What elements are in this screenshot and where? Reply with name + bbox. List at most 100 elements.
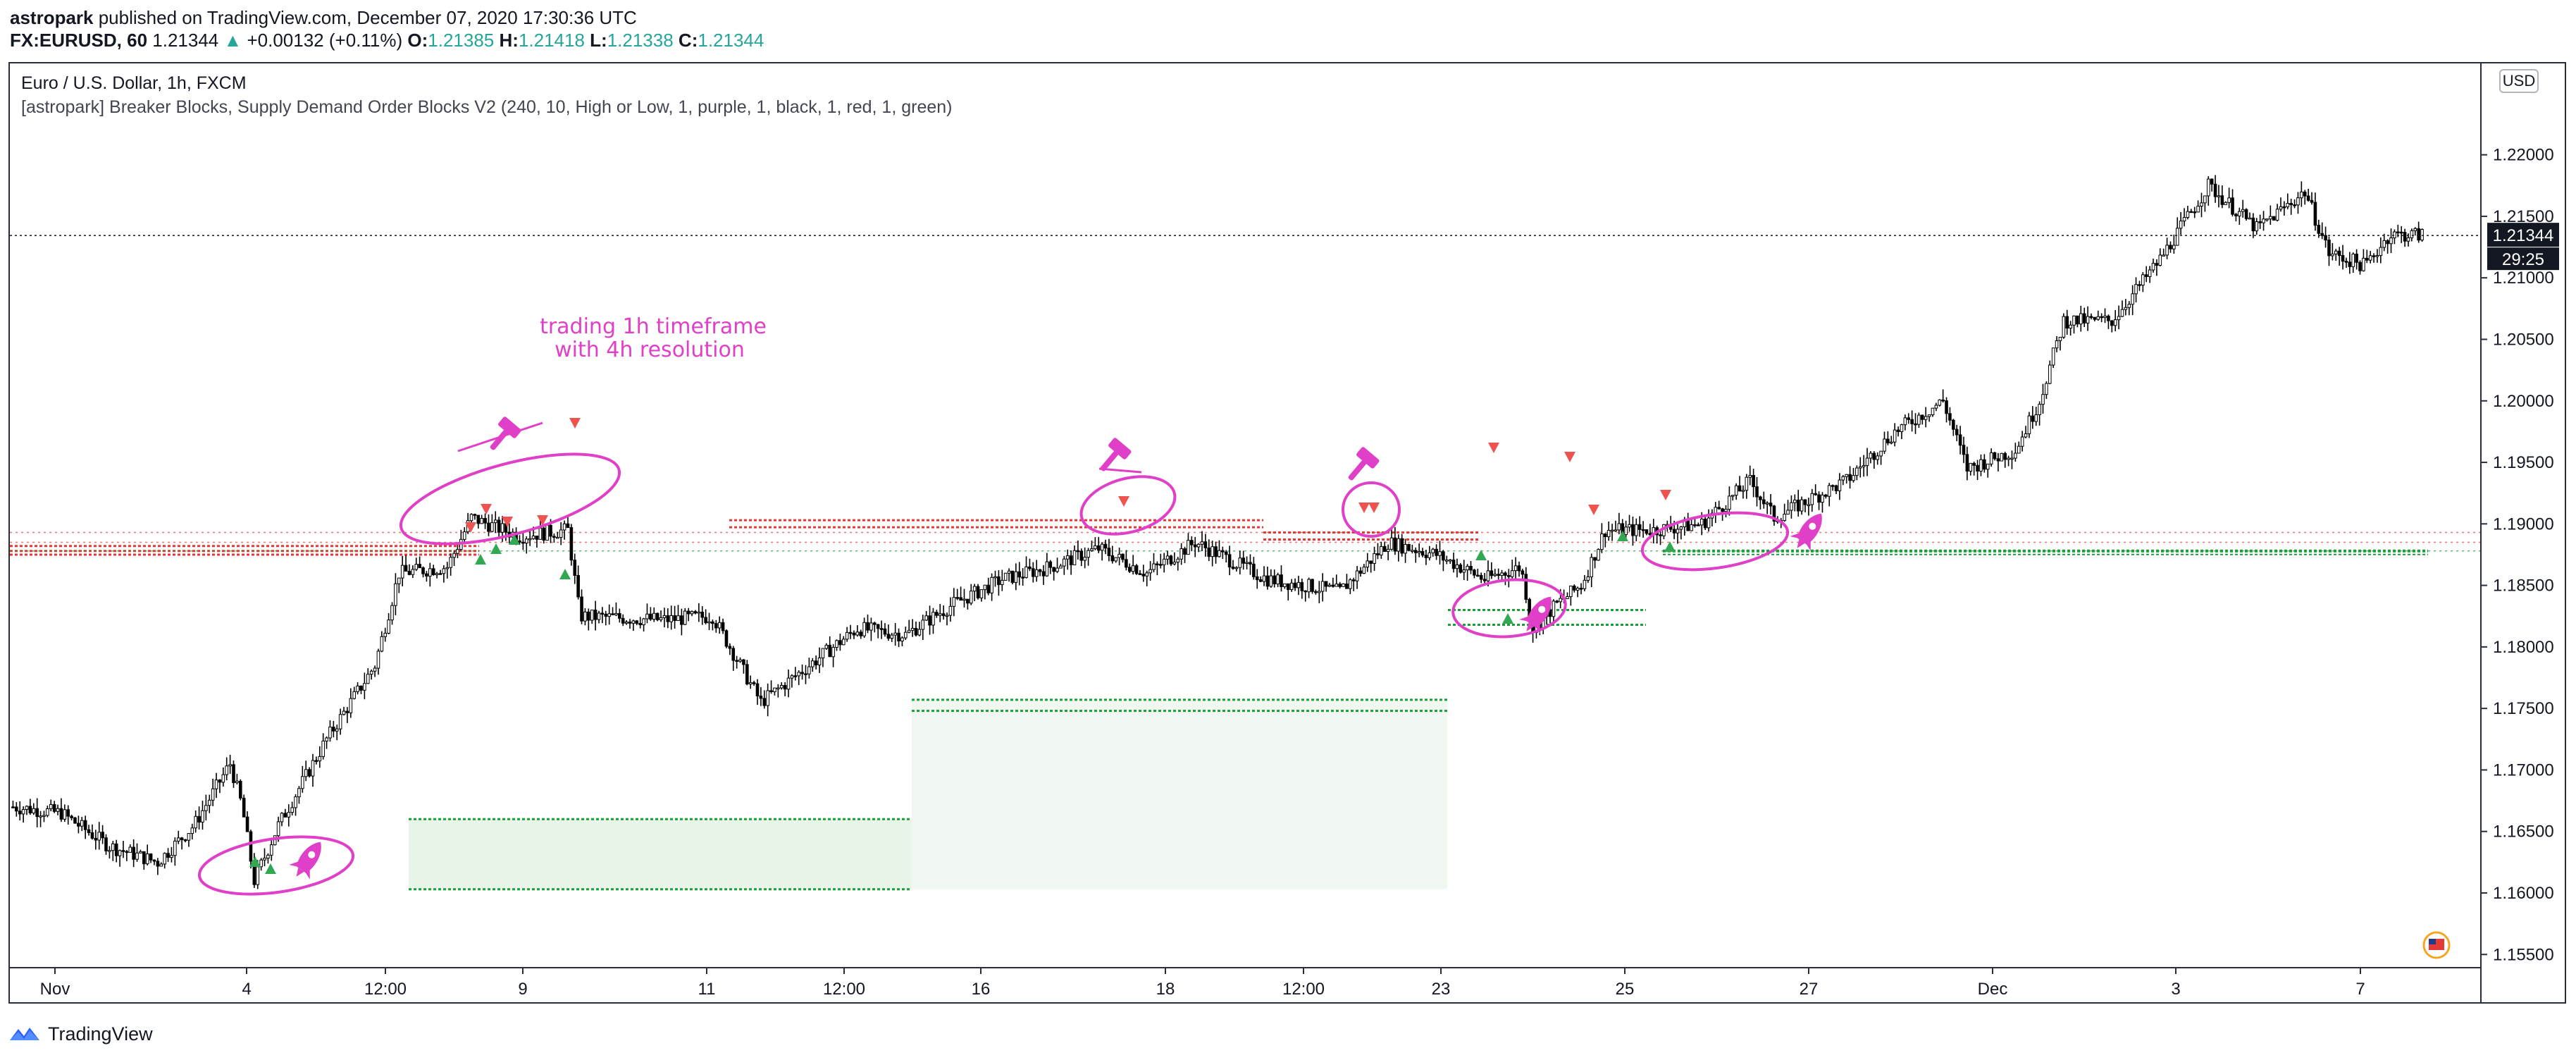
candle-body	[1024, 566, 1028, 578]
candle-body	[1420, 550, 1425, 556]
candle-body	[1110, 555, 1115, 562]
countdown-badge	[2487, 247, 2559, 271]
candle-body	[1386, 548, 1390, 553]
candle-body	[114, 843, 118, 856]
candle-body	[1730, 495, 1735, 497]
candle-body	[156, 861, 160, 867]
currency-button[interactable]: USD	[2499, 69, 2539, 93]
time-tick-label: 27	[1800, 980, 1819, 999]
candle-body	[111, 843, 115, 851]
publish-line: astropark published on TradingView.com, …	[10, 6, 637, 30]
hammer-head	[1108, 438, 1132, 460]
candle-body	[1320, 581, 1325, 592]
candle-body	[2017, 445, 2021, 454]
price-axis-divider	[2480, 62, 2482, 1004]
candle-body	[972, 586, 977, 592]
candle-body	[1610, 529, 1614, 532]
candle-body	[2072, 315, 2076, 326]
candle-body	[2348, 261, 2352, 267]
candle-body	[318, 756, 322, 762]
candle-body	[962, 598, 966, 601]
candle-body	[376, 651, 380, 669]
candle-body	[1883, 438, 1886, 452]
candle-body	[2203, 195, 2207, 204]
candle-body	[662, 615, 667, 618]
candle-body	[1289, 582, 1294, 591]
candle-body	[2079, 313, 2083, 325]
indicator-legend[interactable]: [astropark] Breaker Blocks, Supply Deman…	[21, 97, 953, 117]
candle-body	[1424, 555, 1428, 558]
candle-body	[139, 851, 142, 853]
candle-body	[831, 646, 835, 658]
candle-body	[714, 623, 718, 629]
candle-body	[1376, 553, 1380, 555]
change-up-icon: ▲	[223, 30, 242, 51]
candle-body	[480, 517, 483, 524]
candle-body	[986, 584, 991, 593]
time-tick-label: 11	[698, 980, 716, 999]
candle-body	[921, 620, 925, 630]
price-tick-label: 1.18500	[2493, 577, 2554, 596]
candle-body	[1100, 543, 1104, 551]
candle-body	[824, 644, 829, 649]
tradingview-brand[interactable]: TradingView	[8, 1022, 153, 1046]
candle-body	[1451, 560, 1456, 569]
price-tick-label: 1.22000	[2493, 146, 2554, 165]
candle-body	[28, 806, 32, 813]
hand-drawn-annotations	[197, 417, 1822, 896]
time-tick-label: 25	[1616, 980, 1635, 999]
candle-body	[607, 613, 611, 617]
candle-body	[1103, 543, 1108, 549]
candle-body	[18, 811, 22, 815]
candle-body	[638, 623, 642, 625]
candle-body	[418, 564, 421, 569]
rocket-icon	[1790, 513, 1822, 551]
candle-body	[1148, 569, 1152, 574]
candle-body	[1821, 494, 1824, 503]
candle-body	[2113, 319, 2117, 326]
candle-body	[673, 615, 676, 622]
candle-body	[655, 612, 660, 620]
candle-body	[2034, 414, 2038, 422]
candle-body	[366, 674, 370, 684]
candle-body	[1938, 399, 1942, 406]
candle-body	[1931, 407, 1935, 416]
time-tick-label: 12:00	[364, 980, 407, 999]
candle-body	[1962, 445, 1966, 455]
candle-body	[642, 618, 645, 625]
candle-body	[2372, 255, 2376, 257]
candle-body	[590, 610, 594, 621]
candle-body	[2355, 253, 2358, 263]
candle-body	[2306, 195, 2310, 201]
candle-body	[528, 538, 532, 541]
sell-signal-icon	[1358, 503, 1370, 513]
candle-body	[521, 541, 525, 544]
candle-body	[2403, 232, 2407, 242]
hammer-handle	[1348, 460, 1367, 481]
candle-body	[959, 597, 962, 601]
candle-body	[631, 620, 636, 624]
candle-body	[1983, 459, 1986, 470]
candle-body	[2420, 229, 2424, 241]
candle-body	[473, 514, 477, 516]
sell-signal-icon	[465, 522, 476, 533]
candle-body	[294, 796, 297, 808]
candle-body	[1351, 579, 1356, 581]
candle-body	[852, 632, 856, 636]
candle-body	[1972, 462, 1976, 466]
candle-body	[1583, 579, 1587, 589]
rocket-flame	[1797, 539, 1805, 548]
candle-body	[645, 613, 649, 620]
candle-body	[1444, 560, 1449, 562]
candle-body	[32, 808, 36, 813]
candle-body	[1369, 560, 1373, 564]
candle-body	[118, 850, 122, 856]
candle-body	[614, 612, 618, 615]
countdown-label: 29:25	[2502, 250, 2544, 269]
candle-body	[1335, 584, 1339, 587]
candle-body	[2158, 254, 2162, 266]
candle-body	[1606, 529, 1611, 538]
candle-body	[493, 519, 497, 524]
hammer-icon	[490, 417, 521, 450]
